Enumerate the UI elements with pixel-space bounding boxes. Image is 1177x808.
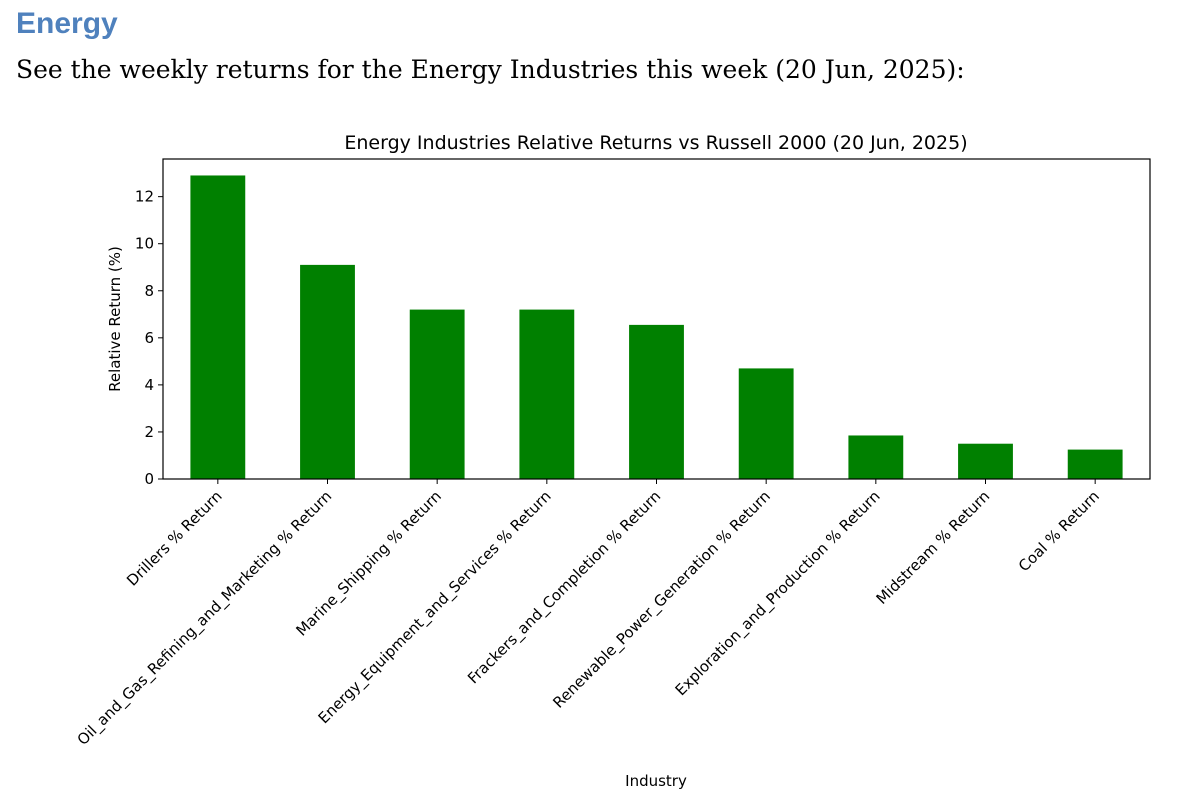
x-tick-label: Coal % Return xyxy=(1015,487,1103,575)
bar xyxy=(409,309,465,479)
x-tick-label: Energy_Equipment_and_Services % Return xyxy=(315,487,556,728)
x-tick-label: Exploration_and_Production % Return xyxy=(672,487,885,700)
bar xyxy=(848,435,904,479)
document-heading: Energy xyxy=(16,7,118,40)
y-axis-ticks: 0 2 4 6 8 10 12 xyxy=(135,188,163,488)
bar xyxy=(300,264,355,479)
x-tick-label: Drillers % Return xyxy=(123,487,226,590)
y-tick-label: 4 xyxy=(144,376,154,394)
x-tick-label: Frackers_and_Completion % Return xyxy=(464,487,665,688)
y-tick-label: 6 xyxy=(144,329,154,347)
document-intro: See the weekly returns for the Energy In… xyxy=(16,55,965,84)
bar xyxy=(1067,449,1123,479)
x-tick-label: Midstream % Return xyxy=(873,487,994,608)
y-tick-label: 12 xyxy=(135,188,154,206)
y-tick-label: 0 xyxy=(144,470,154,488)
x-tick-label: Oil_and_Gas_Refining_and_Marketing % Ret… xyxy=(74,487,336,749)
chart-title: Energy Industries Relative Returns vs Ru… xyxy=(344,132,967,154)
plot-frame xyxy=(162,158,1151,480)
bar xyxy=(738,368,794,479)
bar xyxy=(519,309,575,479)
bar xyxy=(629,324,684,479)
x-axis-label: Industry xyxy=(625,772,687,790)
bar xyxy=(958,443,1013,479)
y-tick-label: 2 xyxy=(144,423,154,441)
y-tick-label: 8 xyxy=(144,282,154,300)
y-axis-label: Relative Return (%) xyxy=(106,246,124,392)
x-axis-ticks: Drillers % ReturnOil_and_Gas_Refining_an… xyxy=(74,479,1103,750)
x-tick-label: Renewable_Power_Generation % Return xyxy=(549,487,774,712)
bar xyxy=(190,175,246,479)
bars xyxy=(190,175,1123,479)
y-tick-label: 10 xyxy=(135,235,154,253)
